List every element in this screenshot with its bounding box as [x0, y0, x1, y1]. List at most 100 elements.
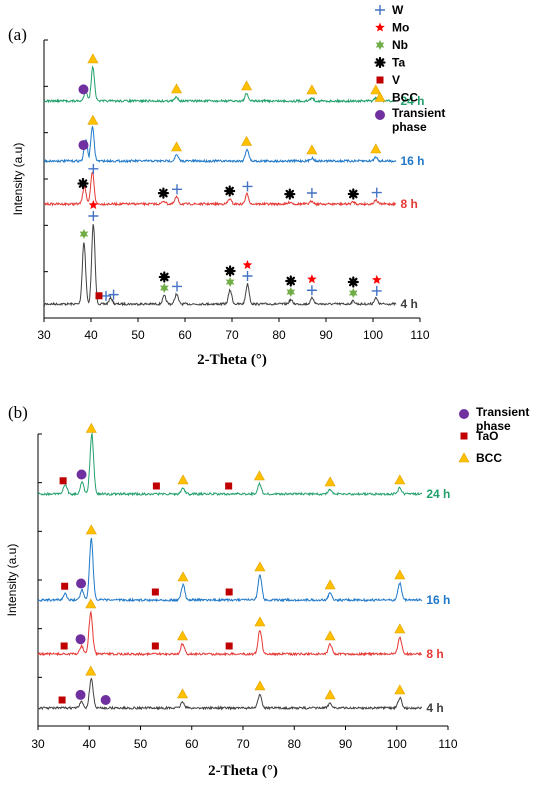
square-marker-icon [152, 482, 160, 490]
ta-blob-icon [224, 265, 236, 277]
ta-blob-rays [347, 276, 359, 288]
ta-blob-rays [158, 271, 170, 283]
legend-item: Mo [375, 21, 409, 35]
bcc-triangle-icon [171, 83, 183, 94]
legend-label: W [392, 3, 404, 17]
w-cross-icon [242, 271, 253, 281]
x-axis-label: 2-Theta (°) [197, 352, 267, 368]
bcc-triangle-icon [171, 141, 183, 152]
x-tick-label: 40 [84, 328, 98, 342]
transient-circle-icon [459, 409, 469, 419]
x-tick-label: 70 [225, 328, 239, 342]
ta-blob-icon [347, 276, 359, 288]
x-tick-label: 80 [272, 328, 286, 342]
panel-label: (a) [8, 25, 27, 44]
transient-circle-icon [75, 634, 86, 645]
series-label: 16 h [401, 154, 425, 168]
w-cross-icon [242, 181, 253, 192]
series-line-4h [43, 224, 397, 307]
series-label: 24 h [426, 487, 450, 501]
bcc-triangle-icon [87, 114, 99, 125]
bcc-triangle-icon [370, 143, 382, 154]
w-cross-icon [88, 211, 99, 221]
ta-blob-icon [77, 177, 89, 190]
square-marker-icon [58, 696, 66, 704]
square-marker-icon [225, 482, 233, 490]
bcc-triangle-icon [241, 80, 253, 91]
series-line-24h [37, 431, 423, 497]
legend-label-line: Transient [476, 405, 529, 419]
ta-blob-icon [224, 185, 236, 197]
legend-item: V [376, 73, 400, 87]
legend-label: Mo [392, 21, 409, 35]
nb-star-icon [286, 287, 296, 297]
square-marker-icon [376, 76, 384, 84]
ta-blob-rays [224, 185, 236, 197]
x-tick-label: 30 [31, 737, 45, 751]
transient-circle-icon [75, 689, 86, 700]
bcc-triangle-icon [306, 144, 318, 155]
ta-blob-rays [285, 275, 297, 287]
bcc-triangle-icon [85, 665, 97, 676]
bcc-triangle-icon [324, 579, 336, 590]
series-line-8h [37, 610, 423, 657]
legend-label-line: phase [476, 419, 511, 433]
w-cross-icon [306, 188, 317, 198]
legend-item: BCC [458, 451, 502, 465]
x-tick-label: 60 [185, 737, 199, 751]
series-line-24h [43, 65, 397, 104]
y-axis-label: Intensity (a.u) [5, 544, 19, 617]
legend-item: BCC [374, 91, 418, 105]
legend-item: TaO [460, 429, 498, 443]
ta-blob-icon [157, 187, 169, 199]
series-label: 4 h [401, 297, 418, 311]
nb-star-icon [79, 229, 89, 239]
w-cross-icon [375, 5, 385, 15]
legend-label: Ta [392, 56, 405, 70]
bcc-triangle-icon [254, 616, 266, 627]
x-tick-label: 50 [134, 737, 148, 751]
w-cross-icon [371, 285, 382, 296]
legend-label-line: Transient [392, 106, 445, 120]
x-tick-label: 70 [236, 737, 250, 751]
transient-circle-icon [76, 469, 87, 480]
mo-star-icon [375, 22, 385, 32]
ta-blob-icon [158, 271, 170, 283]
bcc-triangle-icon [324, 689, 336, 700]
legend-label: TaO [476, 429, 498, 443]
x-tick-label: 100 [387, 737, 407, 751]
square-marker-icon [225, 588, 233, 596]
x-tick-label: 40 [83, 737, 97, 751]
bcc-triangle-icon [177, 688, 189, 699]
ta-blob-rays [157, 187, 169, 199]
x-tick-label: 100 [363, 328, 383, 342]
x-axis-label: 2-Theta (°) [208, 763, 278, 779]
bcc-triangle-icon [241, 135, 253, 146]
w-cross-icon [108, 289, 119, 300]
legend-label: Nb [392, 38, 408, 52]
w-cross-icon [172, 184, 183, 195]
square-marker-icon [60, 642, 68, 650]
x-tick-label: 80 [288, 737, 302, 751]
bcc-triangle-icon [374, 91, 386, 102]
legend-label: BCC [476, 451, 502, 465]
nb-star-icon [348, 288, 358, 298]
square-marker-icon [151, 588, 159, 596]
bcc-triangle-icon [87, 53, 99, 64]
legend-item: W [375, 3, 404, 17]
x-tick-label: 90 [339, 737, 353, 751]
legend-item: Transient phase [375, 106, 445, 134]
w-cross-icon [306, 285, 317, 296]
square-marker-icon [460, 432, 468, 440]
x-tick-label: 110 [410, 328, 429, 342]
legend-label: Transient phase [392, 106, 445, 134]
ta-blob-rays [284, 188, 296, 200]
square-marker-icon [95, 292, 103, 300]
transient-circle-icon [100, 695, 111, 705]
square-marker-icon [59, 477, 67, 485]
legend-label: Transient phase [476, 405, 529, 433]
w-cross-icon [101, 290, 112, 301]
w-cross-icon [371, 187, 382, 198]
